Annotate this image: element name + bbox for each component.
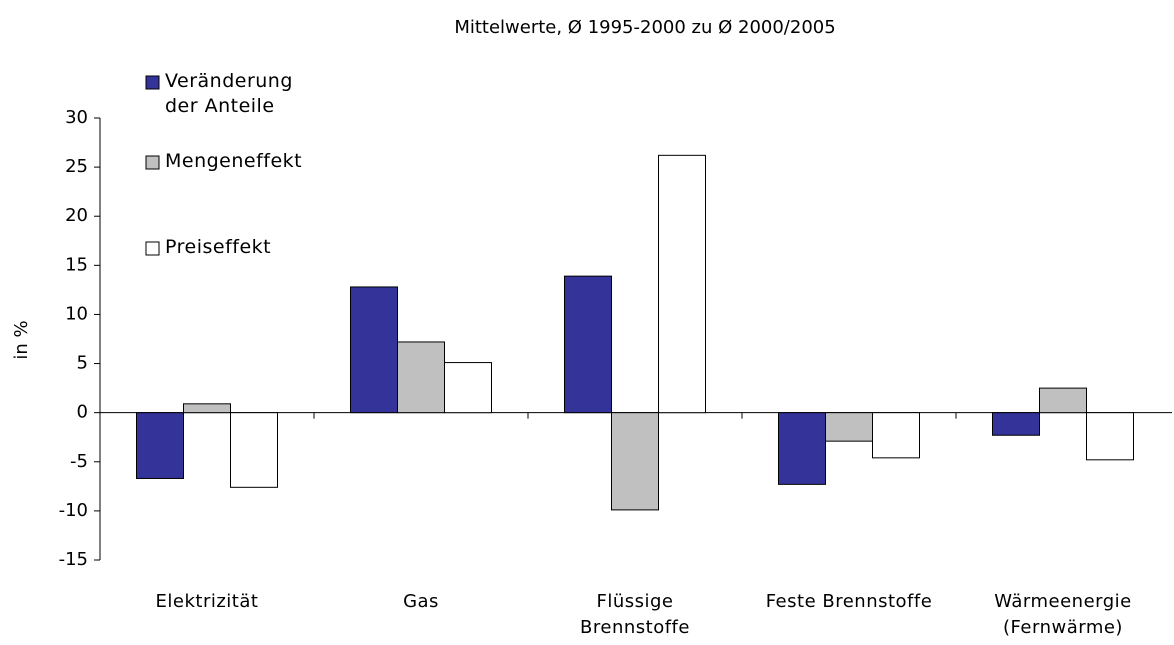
legend-swatch [145, 241, 160, 256]
y-tick-label: 10 [65, 303, 88, 324]
bar [825, 412, 873, 442]
x-tick-label: Feste Brennstoffe [765, 591, 933, 612]
bar [992, 412, 1040, 436]
bar [1039, 387, 1087, 414]
bar [1086, 412, 1134, 461]
bar [564, 275, 612, 414]
legend-swatch [145, 75, 160, 90]
bar [350, 286, 398, 414]
bar [611, 412, 659, 511]
y-tick-label: -5 [70, 451, 88, 472]
y-axis-label: in % [11, 320, 32, 359]
y-tick-label: -15 [59, 549, 88, 570]
y-tick-label: 15 [65, 254, 88, 275]
legend-label: Mengeneffekt [165, 150, 303, 172]
bar [230, 412, 278, 488]
bar [136, 412, 184, 479]
y-tick-label: 0 [77, 402, 88, 423]
bar [183, 403, 231, 414]
x-tick-label: Wärmeenergie (Fernwärme) [994, 591, 1132, 638]
bar [778, 412, 826, 485]
y-tick-label: 5 [77, 353, 88, 374]
legend-label: Veränderung der Anteile [165, 70, 293, 117]
x-tick-label: Flüssige Brennstoffe [580, 591, 690, 638]
y-tick-label: 25 [65, 156, 88, 177]
bar [397, 341, 445, 414]
y-tick-label: -10 [59, 500, 88, 521]
x-tick-label: Gas [403, 591, 439, 612]
bar [444, 362, 492, 414]
y-tick-label: 20 [65, 205, 88, 226]
chart-title: Mittelwerte, Ø 1995-2000 zu Ø 2000/2005 [454, 17, 835, 38]
y-tick-label: 30 [65, 107, 88, 128]
x-tick-label: Elektrizität [155, 591, 259, 612]
legend-label: Preiseffekt [165, 236, 272, 258]
bar [872, 412, 920, 459]
legend-swatch [145, 155, 160, 170]
bar [658, 154, 706, 414]
